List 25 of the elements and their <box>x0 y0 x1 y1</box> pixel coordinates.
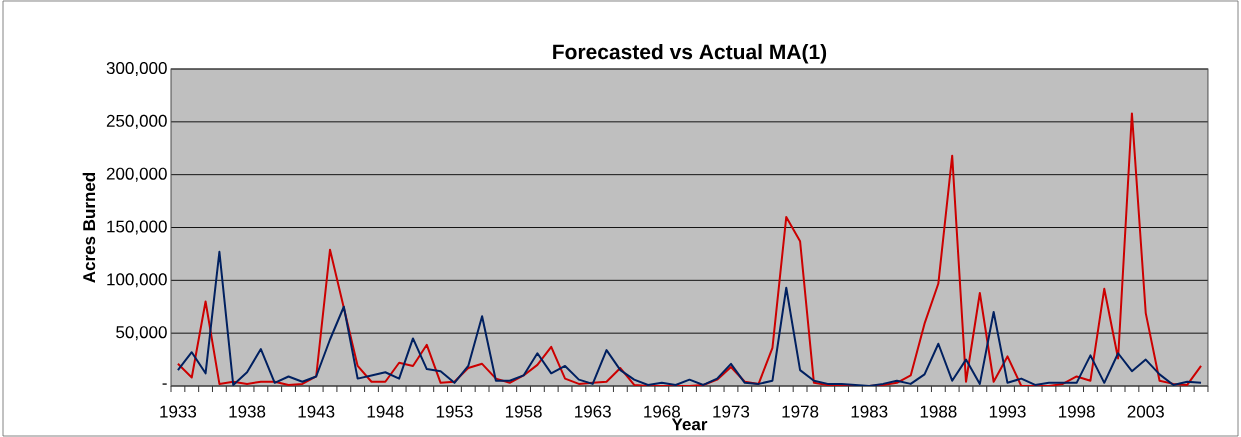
x-axis-title: Year <box>671 418 708 431</box>
y-tick-label: 50,000 <box>116 326 167 341</box>
chart-title: Forecasted vs Actual MA(1) <box>553 43 827 64</box>
y-tick-label: 250,000 <box>106 114 167 129</box>
x-tick-label: 1983 <box>851 405 888 418</box>
x-tick-label: 1953 <box>436 405 473 418</box>
x-tick-label: 1978 <box>782 405 819 418</box>
x-tick-label: 1948 <box>367 405 404 418</box>
y-tick-label: 150,000 <box>107 220 167 235</box>
y-axis-title: Acres Burned <box>82 172 96 283</box>
x-tick-label: 1998 <box>1059 405 1095 418</box>
x-tick-label: 1993 <box>989 405 1026 418</box>
y-tick-label: 200,000 <box>106 167 167 182</box>
x-tick-label: 1933 <box>160 405 197 418</box>
x-tick-label: 1958 <box>505 405 542 418</box>
y-tick-label: - <box>162 383 167 385</box>
x-tick-label: 1968 <box>644 405 680 418</box>
y-tick-label: 100,000 <box>107 273 167 288</box>
x-tick-label: 1963 <box>575 405 611 418</box>
x-tick-label: 2003 <box>1127 405 1164 418</box>
x-tick-label: 1943 <box>298 405 335 418</box>
x-tick-label: 1973 <box>713 405 750 418</box>
x-tick-label: 1988 <box>920 405 957 418</box>
y-tick-label: 300,000 <box>106 61 167 77</box>
x-tick-label: 1938 <box>229 405 266 418</box>
